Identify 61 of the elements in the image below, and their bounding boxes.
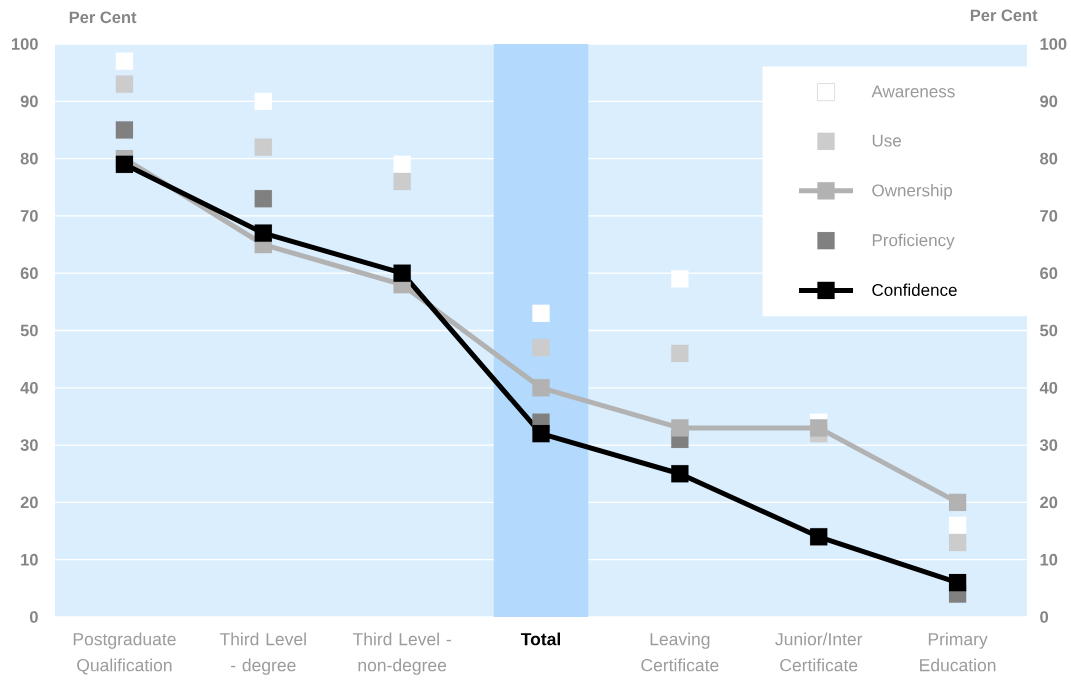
x-tick-label: Third Level - degree — [219, 632, 306, 675]
point — [254, 190, 272, 208]
point — [671, 270, 689, 288]
point — [254, 224, 272, 242]
point — [671, 419, 689, 437]
point — [948, 533, 967, 552]
point — [254, 92, 272, 110]
point — [671, 465, 689, 483]
y2-tick-label: 30 — [1039, 439, 1058, 451]
point — [115, 155, 134, 173]
y2-tick-label: 90 — [1040, 95, 1058, 108]
x-tick-label: Junior/Inter Certificate — [775, 632, 863, 672]
y-tick-label: 20 — [20, 496, 38, 509]
point — [393, 172, 411, 191]
y-tick-label: 0 — [29, 611, 38, 623]
point — [115, 75, 134, 93]
point — [532, 304, 550, 322]
y-axis-title: Per Cent — [69, 11, 137, 24]
y2-axis-title: Per Cent — [970, 9, 1038, 22]
point — [393, 155, 411, 173]
y2-tick-label: 80 — [1040, 152, 1058, 165]
point — [532, 339, 550, 357]
y2-tick-label: 40 — [1039, 381, 1058, 394]
point — [532, 379, 550, 397]
y2-tick-label: 60 — [1040, 267, 1058, 280]
x-tick-label: Third Level - non-degree — [352, 632, 451, 675]
y2-tick-label: 70 — [1040, 210, 1058, 222]
x-tick-label: Postgraduate Qualification — [73, 632, 176, 675]
point — [810, 419, 828, 437]
point — [115, 52, 134, 70]
y-tick-label: 40 — [20, 381, 38, 394]
x-tick-label: Leaving Certificate — [641, 632, 719, 672]
y-tick-label: 90 — [20, 95, 38, 108]
legend-label: Use — [872, 134, 901, 147]
point — [948, 516, 967, 534]
y2-tick-label: 50 — [1040, 324, 1058, 337]
point — [948, 493, 967, 512]
y-tick-label: 70 — [20, 210, 38, 222]
y-tick-label: 50 — [20, 324, 38, 337]
point — [810, 528, 828, 546]
y-tick-label: 100 — [12, 38, 38, 50]
point — [948, 573, 967, 592]
y-tick-label: 60 — [20, 267, 38, 280]
x-tick-label: Primary Education — [920, 632, 996, 672]
legend-label: Awareness — [871, 85, 955, 98]
point — [393, 264, 411, 282]
y2-tick-label: 20 — [1040, 496, 1058, 509]
legend-label: Proficiency — [872, 233, 955, 250]
point — [115, 121, 134, 139]
legend-label: Confidence — [872, 283, 957, 297]
point — [671, 344, 689, 363]
y-tick-label: 10 — [21, 553, 38, 566]
point — [532, 424, 550, 443]
y2-tick-label: 100 — [1040, 38, 1067, 50]
y-tick-label: 80 — [20, 152, 38, 165]
y2-tick-label: 0 — [1040, 611, 1049, 623]
legend-label: Ownership — [872, 183, 953, 200]
point — [254, 138, 272, 156]
y2-tick-label: 10 — [1040, 553, 1058, 566]
x-tick-label: Total — [520, 632, 561, 646]
y-tick-label: 30 — [20, 439, 38, 451]
